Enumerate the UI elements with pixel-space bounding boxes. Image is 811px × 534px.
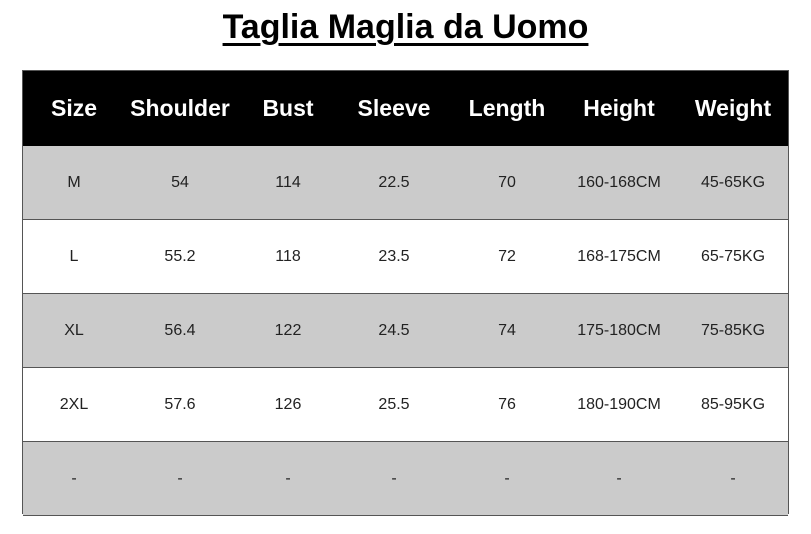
table-cell: - (616, 469, 622, 487)
table-cell: 76 (498, 395, 516, 413)
table-cell: 54 (171, 173, 189, 191)
table-cell: 168-175CM (577, 247, 661, 265)
table-cell: 118 (275, 247, 301, 265)
table-cell: 114 (275, 173, 301, 191)
table-cell: - (177, 469, 183, 487)
table-cell: 55.2 (164, 247, 196, 265)
column-header: Height (583, 95, 655, 121)
table-cell: - (504, 469, 510, 487)
table-cell: 85-95KG (700, 395, 766, 413)
table-cell: 2XL (59, 395, 89, 413)
table-cell: 160-168CM (577, 173, 661, 191)
table-row: ------- (23, 442, 788, 516)
header-row: Size Shoulder Bust Sleeve Length Height Weight (23, 71, 788, 146)
table-cell: 175-180CM (577, 321, 661, 339)
size-table: Size Shoulder Bust Sleeve Length Height Weight… (22, 70, 789, 516)
table-cell: 25.5 (378, 395, 410, 413)
table-cell: XL (64, 321, 84, 339)
column-header: Weight (694, 95, 772, 121)
table-cell: 122 (274, 321, 302, 339)
table-cell: 72 (498, 247, 516, 265)
column-header: Bust (262, 95, 314, 121)
table-cell: 24.5 (378, 321, 410, 339)
column-header: Size (50, 95, 98, 121)
table-row: 2XL 57.6 126 25.5 76 180-190CM 85-95KG (23, 368, 788, 442)
table-cell: L (69, 247, 79, 265)
table-cell: 65-75KG (700, 247, 766, 265)
page-title: Taglia Maglia da Uomo (0, 8, 811, 47)
title-text: Taglia Maglia da Uomo (222, 8, 589, 46)
column-header: Sleeve (357, 95, 431, 121)
table-cell: 70 (498, 173, 516, 191)
table-cell: 75-85KG (700, 321, 766, 339)
table-row: M 54 114 22.5 70 160-168CM 45-65KG (23, 146, 788, 220)
column-header: Shoulder (130, 95, 230, 121)
table-row: XL 56.4 122 24.5 74 175-180CM 75-85KG (23, 294, 788, 368)
column-header: Length (468, 95, 546, 121)
table-cell: M (67, 173, 81, 191)
table-cell: 180-190CM (577, 395, 661, 413)
table-cell: 56.4 (164, 321, 196, 339)
table-cell: 22.5 (378, 173, 410, 191)
table-cell: - (391, 469, 397, 487)
table-cell: - (71, 469, 77, 487)
table-cell: 74 (498, 321, 516, 339)
table-cell: 126 (274, 395, 302, 413)
table-cell: - (730, 469, 736, 487)
table-row: L 55.2 118 23.5 72 168-175CM 65-75KG (23, 220, 788, 294)
table-cell: 23.5 (378, 247, 410, 265)
table-cell: 45-65KG (700, 173, 766, 191)
table-cell: 57.6 (164, 395, 196, 413)
table-cell: - (285, 469, 291, 487)
